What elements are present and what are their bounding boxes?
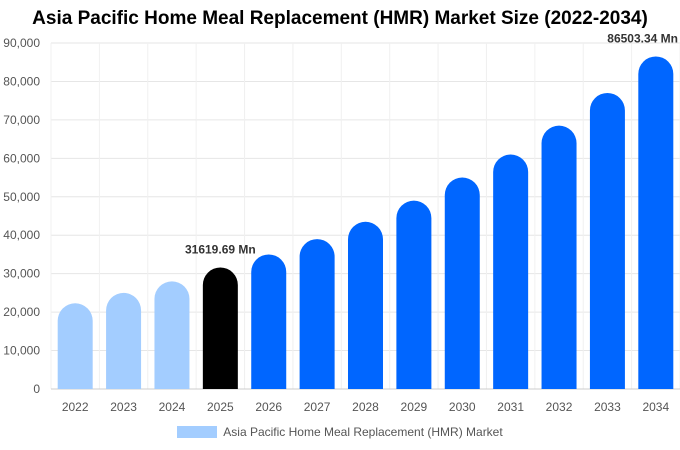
- x-tick-label: 2031: [497, 400, 524, 414]
- y-tick-label: 60,000: [3, 151, 40, 165]
- x-tick-label: 2023: [110, 400, 137, 414]
- bar-2028: [348, 221, 383, 389]
- bar-2031: [493, 154, 529, 389]
- x-tick-label: 2030: [449, 400, 476, 414]
- bar-2034: [638, 56, 674, 390]
- bar-2025: [202, 267, 238, 389]
- y-tick-label: 20,000: [3, 305, 40, 319]
- x-tick-label: 2034: [642, 400, 669, 414]
- y-tick-label: 30,000: [3, 267, 40, 281]
- x-tick-label: 2033: [594, 400, 621, 414]
- y-tick-label: 10,000: [3, 344, 40, 358]
- bars: [57, 56, 674, 390]
- bar-2023: [106, 292, 142, 389]
- bar-2026: [251, 254, 287, 389]
- y-axis-ticks: 0 10,000 20,000 30,000 40,000 50,000 60,000 70,…: [3, 36, 40, 396]
- x-tick-label: 2022: [62, 400, 89, 414]
- x-tick-label: 2029: [401, 400, 428, 414]
- y-tick-label: 70,000: [3, 113, 40, 127]
- x-tick-label: 2025: [207, 400, 234, 414]
- bar-2032: [541, 125, 577, 389]
- x-tick-label: 2028: [352, 400, 379, 414]
- data-label-2034: 86503.34 Mn: [607, 31, 678, 45]
- bar-2022: [57, 303, 93, 389]
- y-tick-label: 50,000: [3, 190, 40, 204]
- y-tick-label: 90,000: [3, 36, 40, 50]
- y-tick-label: 80,000: [3, 74, 40, 88]
- y-tick-label: 0: [33, 382, 40, 396]
- x-tick-label: 2024: [159, 400, 186, 414]
- data-label-2025: 31619.69 Mn: [185, 242, 256, 256]
- legend: Asia Pacific Home Meal Replacement (HMR)…: [0, 425, 680, 439]
- legend-swatch: [177, 426, 218, 438]
- data-labels: 31619.69 Mn 86503.34 Mn: [185, 31, 678, 256]
- bar-2029: [396, 200, 432, 389]
- bar-2024: [154, 281, 190, 389]
- bar-2027: [299, 239, 335, 389]
- chart-title: Asia Pacific Home Meal Replacement (HMR)…: [32, 8, 648, 29]
- y-tick-label: 40,000: [3, 228, 40, 242]
- x-tick-label: 2026: [255, 400, 282, 414]
- x-axis-ticks: 2022 2023 2024 2025 2026 2027 2028 2029 2030 2031…: [62, 400, 670, 414]
- bar-2030: [444, 177, 480, 389]
- legend-label: Asia Pacific Home Meal Replacement (HMR)…: [223, 425, 503, 439]
- bar-2033: [589, 92, 625, 389]
- x-tick-label: 2027: [304, 400, 331, 414]
- x-tick-label: 2032: [546, 400, 573, 414]
